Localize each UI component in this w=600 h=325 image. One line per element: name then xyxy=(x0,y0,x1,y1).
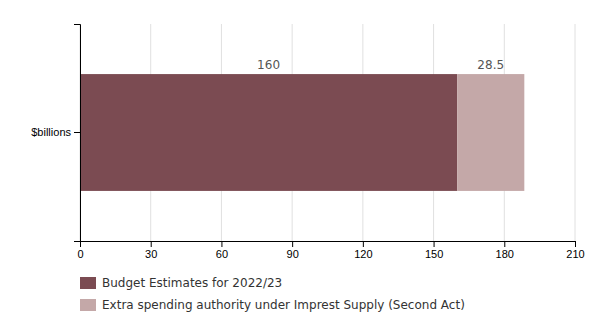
tick-mark xyxy=(363,241,364,247)
tick-label: 150 xyxy=(425,248,443,260)
tick-label: 120 xyxy=(354,248,372,260)
tick: 90 xyxy=(287,241,299,260)
tick-mark xyxy=(221,241,222,247)
y-axis: $billions xyxy=(31,25,80,242)
tick: 60 xyxy=(216,241,228,260)
tick-mark xyxy=(504,241,505,247)
legend-swatch xyxy=(80,277,96,289)
data-labels: 160 28.5 xyxy=(257,58,504,72)
axis-line xyxy=(74,25,81,242)
chart: 160 28.5 0 30 60 90 120 150 180 210 $billions Budge… xyxy=(0,0,600,325)
tick: 150 xyxy=(425,241,443,260)
tick: 180 xyxy=(496,241,514,260)
grid xyxy=(80,24,575,241)
tick-mark xyxy=(575,241,576,247)
legend-label: Budget Estimates for 2022/23 xyxy=(102,276,282,290)
tick: $billions xyxy=(31,126,80,138)
bar xyxy=(457,74,524,191)
plot: 160 28.5 0 30 60 90 120 150 180 210 $billions xyxy=(31,24,584,260)
data-label: 28.5 xyxy=(477,58,504,72)
x-axis: 0 30 60 90 120 150 180 210 xyxy=(77,241,584,260)
tick-label: 90 xyxy=(287,248,299,260)
legend-swatch xyxy=(80,299,96,311)
data-label: 160 xyxy=(257,58,280,72)
bars xyxy=(80,74,524,191)
tick: 120 xyxy=(354,241,372,260)
tick-mark xyxy=(74,132,80,133)
tick: 30 xyxy=(145,241,157,260)
tick-mark xyxy=(292,241,293,247)
tick-mark xyxy=(151,241,152,247)
tick-label: 60 xyxy=(216,248,228,260)
tick: 0 xyxy=(77,241,83,260)
axis-line xyxy=(81,242,576,248)
tick: 210 xyxy=(566,241,584,260)
tick-label: $billions xyxy=(31,126,71,138)
legend-item: Extra spending authority under Imprest S… xyxy=(80,298,465,312)
bar xyxy=(80,74,457,191)
legend-item: Budget Estimates for 2022/23 xyxy=(80,276,282,290)
tick-label: 210 xyxy=(566,248,584,260)
tick-label: 30 xyxy=(145,248,157,260)
tick-label: 180 xyxy=(496,248,514,260)
legend-label: Extra spending authority under Imprest S… xyxy=(102,298,465,312)
tick-mark xyxy=(434,241,435,247)
grid-line xyxy=(575,24,576,241)
tick-label: 0 xyxy=(77,248,83,260)
legend: Budget Estimates for 2022/23 Extra spendi… xyxy=(80,276,465,312)
